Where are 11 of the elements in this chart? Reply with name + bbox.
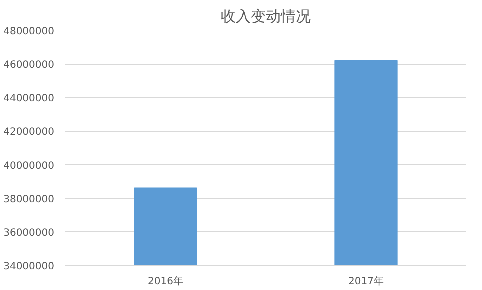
chart-title: 收入变动情况	[221, 8, 311, 26]
y-tick-label: 36000000	[4, 228, 55, 239]
y-tick-label: 34000000	[4, 262, 55, 272]
y-tick-label: 38000000	[4, 194, 55, 206]
x-tick-label: 2016年	[148, 276, 184, 288]
y-tick-label: 48000000	[4, 26, 55, 38]
x-tick-label: 2017年	[348, 276, 384, 288]
y-tick-label: 42000000	[4, 127, 55, 138]
y-tick-label: 44000000	[4, 94, 55, 105]
y-tick-label: 46000000	[4, 60, 55, 72]
y-tick-label: 40000000	[4, 160, 55, 172]
